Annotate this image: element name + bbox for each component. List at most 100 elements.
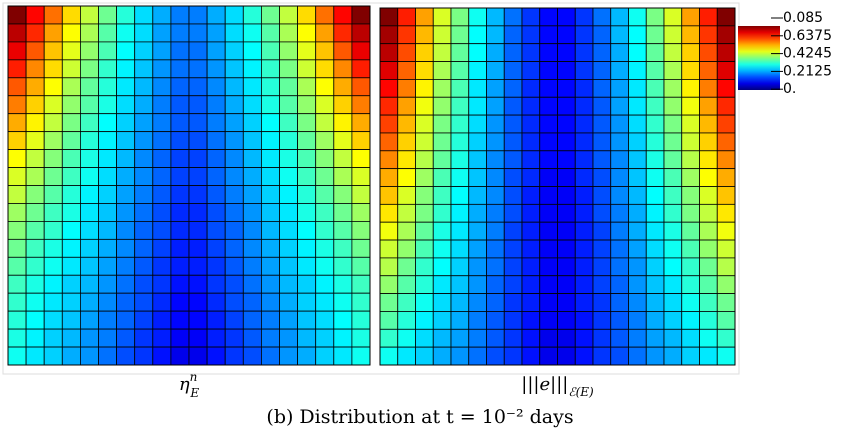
cell [716,293,736,312]
cell [521,346,541,366]
cell [681,275,700,295]
cell [80,310,99,330]
cell [25,77,45,97]
cell [397,96,416,116]
cell [486,293,505,312]
cell [134,256,154,276]
cell [134,346,154,366]
cell [503,293,523,312]
cell [61,256,81,276]
cell [432,7,452,27]
cell [610,79,629,98]
cell [170,310,190,330]
cell [468,257,487,277]
cell [297,310,317,330]
cell [628,79,647,98]
cell [432,79,452,98]
cell [681,293,700,312]
cell [503,25,523,45]
cell [260,256,280,276]
cell [699,293,718,312]
cell [557,328,576,348]
cell [663,311,683,330]
cell [351,328,371,348]
cell [170,131,190,150]
cell [557,7,576,27]
cell [152,274,172,294]
cell [716,25,736,45]
cell [134,95,154,115]
cell [486,328,505,348]
caption: (b) Distribution at t = 10⁻² days [266,406,573,428]
cell [379,43,399,62]
label-sub: ℰ(E) [568,385,594,399]
cell [188,167,208,186]
cell [333,167,353,186]
cell [432,25,452,45]
cell [379,275,399,295]
cell [315,328,335,348]
cell [628,25,647,45]
cell [521,186,541,205]
cell [297,59,317,79]
cell [397,7,416,27]
cell [279,203,299,222]
cell [468,168,487,187]
cell [7,238,27,258]
cell [592,239,612,259]
cell [134,220,154,240]
cell [503,239,523,259]
cell [610,43,629,62]
cell [486,168,505,187]
cell [315,203,335,222]
cell [25,310,45,330]
cell [699,275,718,295]
cell [699,328,718,348]
cell [43,59,63,79]
cell [450,275,470,295]
cell [539,25,558,45]
cell [279,59,299,79]
cell [206,41,226,61]
cell [539,275,558,295]
cell [663,150,683,170]
cell [7,203,27,222]
cell [152,41,172,61]
cell [43,77,63,97]
cell [242,41,262,61]
cell [468,150,487,170]
cell [397,186,416,205]
cell [25,292,45,312]
cell [25,238,45,258]
cell [333,5,353,25]
cell [242,95,262,115]
cell [379,203,399,223]
cell [503,114,523,134]
cell [521,293,541,312]
cell [663,275,683,295]
cell [539,61,558,80]
cell [592,311,612,330]
cell [379,7,399,27]
cell [503,79,523,98]
cell [43,274,63,294]
cell [7,167,27,186]
colorbar-label: 0. [783,81,796,97]
cell [645,114,665,134]
cell [628,328,647,348]
cell [521,239,541,259]
cell [432,257,452,277]
cell [503,150,523,170]
cell [116,41,136,61]
cell [628,168,647,187]
cell [43,95,63,115]
cell [486,311,505,330]
cell [663,203,683,223]
cell [415,132,434,152]
cell [574,257,594,277]
cell [279,23,299,43]
cell [450,239,470,259]
cell [379,132,399,152]
cell [315,220,335,240]
cell [188,95,208,115]
